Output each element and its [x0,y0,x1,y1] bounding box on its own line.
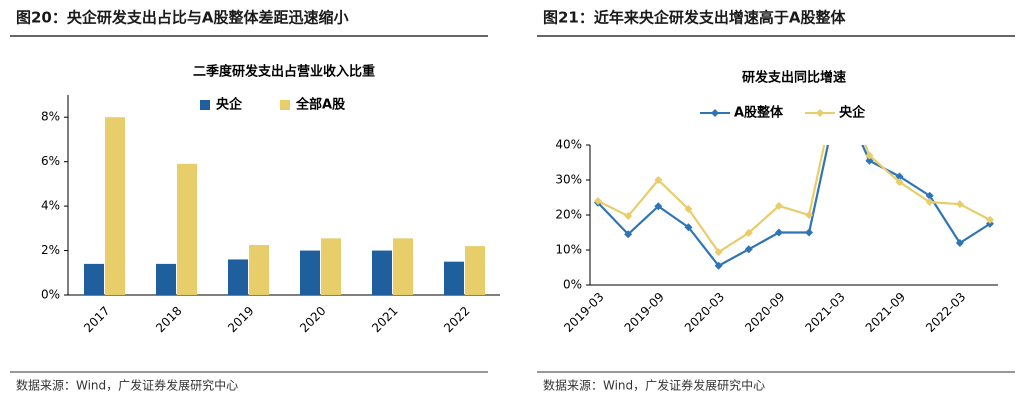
point [594,197,602,205]
legend-marker [816,109,825,117]
bar [444,261,464,295]
bar [300,250,320,295]
bar [249,245,269,295]
series-line [597,145,991,254]
y-tick-label: 40% [555,138,582,152]
point [774,228,783,237]
x-tick-label: 2019 [225,304,256,335]
x-tick-label: 2019-09 [622,290,667,335]
y-tick-label: 2% [41,243,60,257]
legend-label: 全部A股 [295,97,345,113]
point [865,156,874,165]
y-tick-label: 20% [555,208,582,222]
x-tick-label: 2020 [297,304,328,335]
bar [105,117,125,295]
source-note: 数据来源：Wind，广发证券发展研究中心 [16,378,238,393]
legend-label: 央企 [839,105,866,121]
point [805,228,814,237]
point [714,261,723,270]
x-tick-label: 2020-03 [682,290,727,335]
x-tick-label: 2021 [369,304,400,335]
bar [177,163,197,295]
point [624,230,633,239]
point [955,200,964,209]
x-tick-label: 2021-03 [802,290,847,335]
series-line [597,145,991,268]
x-tick-label: 2022 [441,304,472,335]
legend-label: A股整体 [734,105,784,121]
y-tick-label: 6% [41,154,60,168]
y-tick-label: 4% [41,199,60,213]
point [986,215,994,224]
y-tick-label: 10% [555,243,582,257]
point [925,198,934,207]
point [684,205,693,214]
point [895,172,904,181]
point [654,176,663,184]
point [744,245,753,254]
bar [321,238,341,295]
point [865,151,874,160]
legend-label: 央企 [216,97,243,113]
x-tick-label: 2021-09 [863,290,908,335]
point [895,178,904,187]
figure-title: 图20：央企研发支出占比与A股整体差距迅速缩小 [16,9,349,27]
figure-title: 图21：近年来央企研发支出增速高于A股整体 [543,9,846,27]
x-tick-label: 2022-03 [923,290,968,335]
point [714,248,723,257]
bar [393,238,413,295]
point [955,239,964,247]
y-tick-label: 0% [563,278,582,292]
x-tick-label: 2018 [153,304,184,335]
bar [372,250,392,295]
legend-marker [711,109,719,117]
plot-area [594,89,994,270]
legend-swatch [200,100,210,110]
y-tick-label: 8% [41,110,60,124]
x-tick-label: 2020-09 [742,290,787,335]
point [774,201,783,210]
x-tick-label: 2019-03 [561,290,606,335]
chart-title: 研发支出同比增速 [742,70,846,86]
point [835,89,843,97]
point [654,202,663,211]
y-tick-label: 30% [555,173,582,187]
chart-title: 二季度研发支出占营业收入比重 [193,64,375,80]
y-tick-label: 0% [41,288,60,302]
bar [228,259,248,295]
point [684,223,693,232]
x-tick-label: 2017 [81,304,112,335]
bar [84,263,104,295]
legend-swatch [280,100,291,110]
point [925,191,934,200]
point [624,212,633,221]
point [805,211,814,219]
source-note: 数据来源：Wind，广发证券发展研究中心 [543,378,765,393]
bar [156,263,176,295]
point [744,228,753,237]
bar [465,246,485,295]
